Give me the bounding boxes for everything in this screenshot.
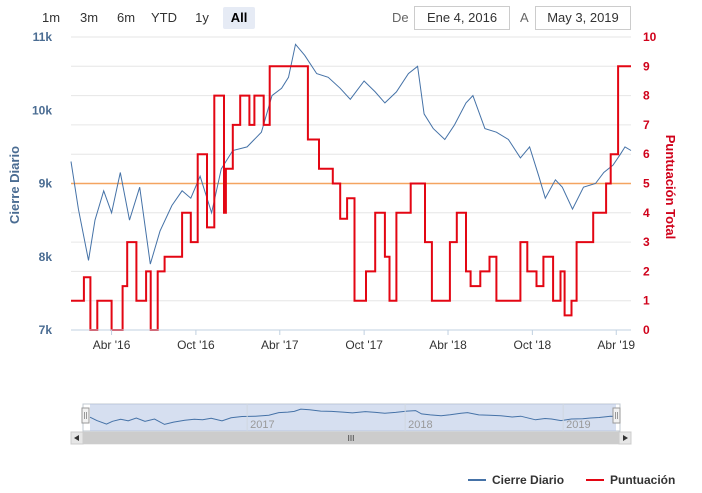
right-axis-tick-label: 0 [643, 323, 650, 337]
legend-item-score[interactable]: Puntuación [586, 473, 675, 487]
right-axis-tick-label: 1 [643, 294, 650, 308]
navigator-selection[interactable] [90, 404, 616, 431]
x-axis-tick-label: Oct '16 [177, 338, 215, 352]
from-date-input[interactable]: Ene 4, 2016 [414, 6, 510, 30]
x-axis-tick-label: Oct '17 [345, 338, 383, 352]
to-date-input[interactable]: May 3, 2019 [535, 6, 631, 30]
scrollbar[interactable]: III [70, 431, 632, 445]
right-axis-tick-label: 8 [643, 89, 650, 103]
x-axis-ticks: Abr '16 Oct '16 Abr '17 Oct '17 Abr '18 Oct '… [93, 330, 635, 352]
legend: Cierre Diario Puntuación [468, 473, 675, 487]
x-axis-tick-label: Oct '18 [514, 338, 552, 352]
price-series [70, 43, 632, 265]
x-axis-tick-label: Abr '18 [429, 338, 467, 352]
range-button-1m[interactable]: 1m [41, 10, 61, 25]
score-series-line [71, 65, 631, 331]
navigator-year-label: 2017 [250, 419, 274, 431]
right-axis-tick-label: 10 [643, 30, 657, 44]
legend-item-price[interactable]: Cierre Diario [468, 473, 564, 487]
left-axis-title: Cierre Diario [7, 146, 22, 224]
right-axis-tick-label: 9 [643, 59, 650, 73]
price-series-line [70, 43, 632, 265]
left-axis-tick-label: 8k [39, 250, 53, 264]
right-axis-tick-label: 6 [643, 147, 650, 161]
right-axis-tick-label: 4 [643, 206, 650, 220]
navigator[interactable]: 2017 2018 2019 [81, 403, 621, 432]
right-axis-tick-label: 5 [643, 177, 650, 191]
right-axis-ticks: 0 1 2 3 4 5 6 7 8 9 10 [643, 30, 657, 337]
right-axis-tick-label: 3 [643, 235, 650, 249]
navigator-year-label: 2019 [566, 419, 590, 431]
navigator-left-handle[interactable] [81, 407, 90, 424]
to-date-label: A [520, 10, 529, 25]
right-axis-title: Puntuación Total [663, 135, 678, 239]
left-axis-tick-label: 7k [39, 323, 53, 337]
scroll-left-arrow-icon [74, 435, 79, 441]
scrollbar-thumb[interactable] [83, 432, 620, 444]
left-axis-tick-label: 10k [32, 103, 52, 117]
legend-score-label: Puntuación [610, 473, 675, 487]
right-axis-tick-label: 2 [643, 264, 650, 278]
right-axis-tick-label: 7 [643, 118, 650, 132]
range-button-6m[interactable]: 6m [116, 10, 136, 25]
range-button-ytd[interactable]: YTD [151, 10, 177, 25]
navigator-year-labels: 2017 2018 2019 [246, 404, 591, 431]
left-axis-ticks: 7k 8k 9k 10k 11k [32, 30, 52, 337]
range-button-1y[interactable]: 1y [195, 10, 209, 25]
left-axis-tick-label: 11k [33, 30, 53, 44]
score-series [71, 65, 631, 331]
x-axis-tick-label: Abr '19 [597, 338, 635, 352]
range-button-3m[interactable]: 3m [79, 10, 99, 25]
scroll-right-arrow-icon [623, 435, 628, 441]
range-button-all[interactable]: All [223, 7, 255, 29]
navigator-series-line [89, 408, 617, 425]
navigator-year-label: 2018 [408, 419, 432, 431]
scrollbar-grip-icon: III [348, 434, 355, 443]
navigator-right-handle[interactable] [612, 407, 621, 424]
from-date-label: De [392, 10, 409, 25]
x-axis-tick-label: Abr '17 [261, 338, 299, 352]
left-axis-tick-label: 9k [39, 177, 53, 191]
legend-price-label: Cierre Diario [492, 473, 564, 487]
x-axis-tick-label: Abr '16 [93, 338, 131, 352]
